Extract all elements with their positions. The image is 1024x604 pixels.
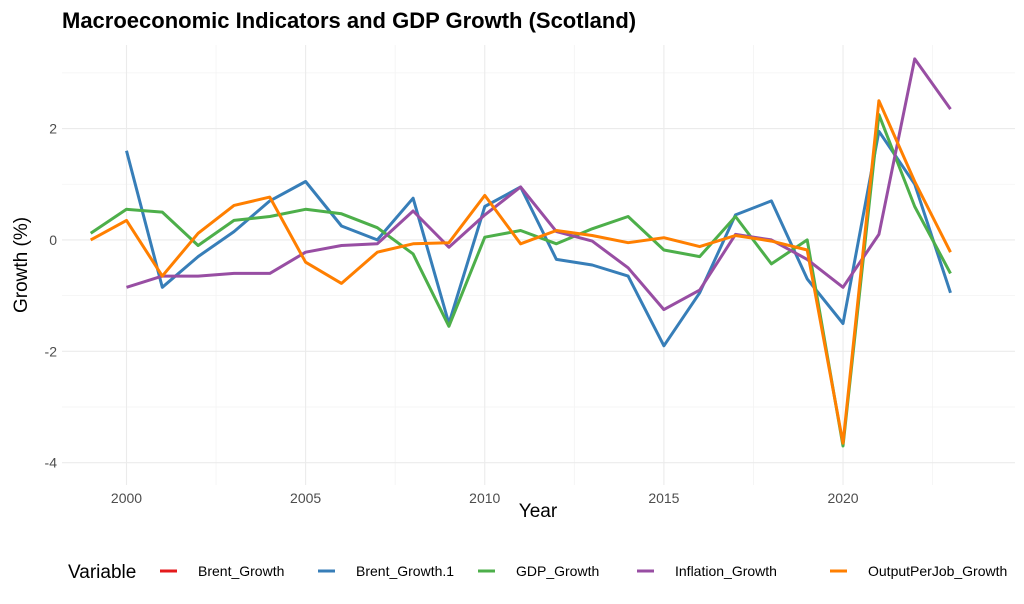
y-axis-title: Growth (%) — [11, 217, 32, 313]
y-tick-label: 0 — [49, 232, 57, 248]
y-tick-label: 2 — [49, 121, 57, 137]
x-axis-tick-labels: 2000 2005 2010 2015 2020 — [111, 490, 859, 506]
legend-label: OutputPerJob_Growth — [868, 563, 1007, 579]
legend-title: Variable — [68, 562, 136, 583]
series-line-outputperjob-growth — [89, 99, 952, 445]
chart-title: Macroeconomic Indicators and GDP Growth … — [62, 8, 636, 33]
series-lines — [89, 57, 952, 448]
legend-label: Brent_Growth — [198, 563, 284, 579]
series-line-gdp-growth — [89, 113, 952, 448]
x-tick-label: 2015 — [648, 490, 679, 506]
legend-label: Brent_Growth.1 — [356, 563, 454, 579]
x-axis-title: Year — [519, 501, 558, 522]
legend-label: GDP_Growth — [516, 563, 599, 579]
y-axis-tick-labels: -4 -2 0 2 — [45, 121, 58, 471]
x-tick-label: 2020 — [827, 490, 858, 506]
grid — [62, 45, 1015, 485]
series-line-inflation-growth — [126, 57, 952, 312]
x-tick-label: 2005 — [290, 490, 321, 506]
legend-label: Inflation_Growth — [675, 563, 777, 579]
y-tick-label: -4 — [45, 455, 58, 471]
legend: Variable Brent_Growth Brent_Growth.1 GDP_G… — [68, 562, 1007, 583]
x-tick-label: 2010 — [469, 490, 500, 506]
y-tick-label: -2 — [45, 343, 58, 359]
x-tick-label: 2000 — [111, 490, 142, 506]
